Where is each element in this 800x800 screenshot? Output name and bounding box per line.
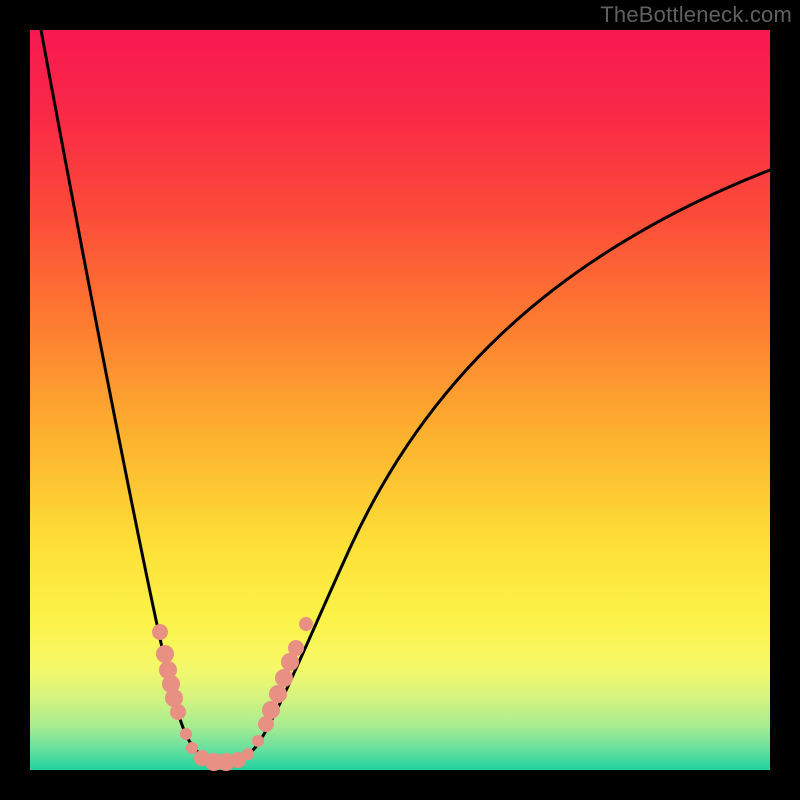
data-marker xyxy=(262,701,280,719)
data-marker xyxy=(186,742,198,754)
bottleneck-chart xyxy=(0,0,800,800)
data-marker xyxy=(269,685,287,703)
data-marker xyxy=(156,645,174,663)
data-marker xyxy=(288,640,304,656)
plot-background xyxy=(30,30,770,770)
data-marker xyxy=(170,704,186,720)
data-marker xyxy=(152,624,168,640)
data-marker xyxy=(242,748,254,760)
chart-container: TheBottleneck.com xyxy=(0,0,800,800)
data-marker xyxy=(299,617,313,631)
data-marker xyxy=(275,669,293,687)
data-marker xyxy=(252,735,264,747)
data-marker xyxy=(180,728,192,740)
data-marker xyxy=(165,689,183,707)
watermark-text: TheBottleneck.com xyxy=(600,2,792,28)
